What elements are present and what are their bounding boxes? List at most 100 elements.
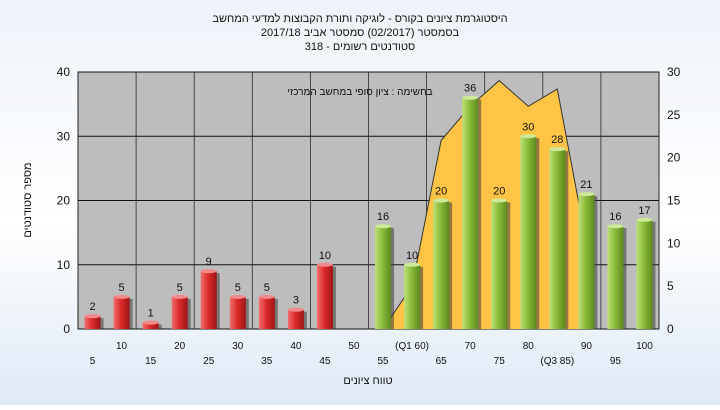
bars (84, 95, 656, 329)
x-tick-label: (Q3 85) (540, 356, 574, 367)
bar-value-label: 3 (293, 295, 299, 307)
x-tick-label: 55 (377, 356, 389, 367)
bar-cap (142, 320, 159, 325)
x-tick-label: 65 (436, 356, 448, 367)
bar-failing (142, 322, 159, 329)
x-axis-ticks: 5 10 15 20 25 30 35 40 45 50 55 (Q1 60) 65 70 75 80 (Q3 … (90, 341, 654, 367)
x-tick-label: 10 (116, 341, 128, 352)
bar-value-label: 17 (638, 205, 650, 217)
bar-passing (607, 226, 624, 329)
bar-passing (375, 226, 392, 329)
area-line (382, 79, 587, 330)
x-tick-label: (Q1 60) (395, 341, 429, 352)
title-line-1: היסטוגרמת ציונים בקורס - לוגיקה ותורת הק… (212, 12, 507, 25)
bar-value-label: 5 (235, 282, 241, 294)
x-tick-label: 25 (203, 356, 215, 367)
left-tick-label: 40 (57, 65, 71, 79)
right-tick-label: 0 (667, 322, 674, 336)
bar-failing (316, 264, 333, 329)
bar-cap (636, 217, 653, 222)
bar-failing (113, 296, 130, 329)
bar-value-label: 9 (206, 256, 212, 268)
x-tick-label: 70 (465, 341, 477, 352)
x-tick-label: 75 (494, 356, 506, 367)
x-tick-label: 30 (232, 341, 244, 352)
left-tick-label: 10 (57, 258, 71, 272)
bar-cap (84, 314, 101, 319)
title-line-3: סטודנטים רשומים - 318 (305, 41, 416, 53)
bar-value-label: 28 (551, 134, 563, 146)
bar-value-label: 10 (319, 250, 331, 262)
left-tick-label: 20 (57, 194, 71, 208)
x-tick-label: 80 (523, 341, 535, 352)
x-tick-label: 95 (610, 356, 622, 367)
chart-annotation: בחשימה : ציון סופי במחשב המרכזי (287, 87, 432, 98)
bar-cap (433, 198, 450, 203)
right-tick-label: 25 (667, 108, 681, 122)
bar-failing (84, 316, 101, 329)
bar-failing (171, 296, 188, 329)
bar-value-label: 16 (609, 211, 621, 223)
title-line-2: בסמסטר (02/2017) סמסטר אביב 2017/18 (261, 27, 460, 39)
bar-cap (607, 224, 624, 229)
bar-passing (404, 264, 421, 329)
bar-value-label: 20 (493, 186, 505, 198)
bar-cap (229, 294, 246, 299)
bar-cap (287, 307, 304, 312)
right-tick-label: 10 (667, 236, 681, 250)
bar-cap (316, 262, 333, 267)
bar-failing (229, 296, 246, 329)
right-tick-label: 30 (667, 65, 681, 79)
bar-value-label: 10 (406, 250, 418, 262)
bar-value-label: 20 (435, 186, 447, 198)
x-tick-label: 35 (261, 356, 273, 367)
left-axis-ticks: 0 10 20 30 40 (57, 65, 71, 336)
bar-value-label: 1 (148, 308, 154, 320)
bar-value-label: 21 (580, 179, 592, 191)
x-tick-label: 5 (90, 356, 96, 367)
bar-passing (520, 136, 537, 329)
bar-passing (549, 149, 566, 329)
bar-value-label: 16 (377, 211, 389, 223)
bar-cap (462, 95, 479, 100)
bar-value-label: 2 (89, 301, 95, 313)
right-axis-ticks: 0 5 10 15 20 25 30 (667, 65, 681, 336)
bar-failing (258, 296, 275, 329)
x-tick-label: 20 (174, 341, 186, 352)
left-tick-label: 0 (63, 322, 70, 336)
bar-cap (549, 147, 566, 152)
bar-value-label: 5 (264, 282, 270, 294)
x-tick-label: 100 (636, 341, 653, 352)
x-axis-label: טווח ציונים (343, 375, 392, 387)
bar-passing (578, 194, 595, 329)
y-axis-label: מספר סטודנטים (22, 162, 34, 237)
right-tick-label: 15 (667, 194, 681, 208)
bar-cap (113, 294, 130, 299)
bar-cap (171, 294, 188, 299)
chart-title: היסטוגרמת ציונים בקורס - לוגיקה ותורת הק… (212, 12, 507, 53)
bar-cap (491, 198, 508, 203)
bar-passing (433, 200, 450, 329)
bar-cap (520, 134, 537, 139)
bar-cap (404, 262, 421, 267)
bar-value-labels: 2 5 1 5 9 5 5 3 10 16 10 20 36 20 30 28 21 16 17 (89, 83, 650, 320)
x-tick-label: 45 (319, 356, 331, 367)
bar-cap (258, 294, 275, 299)
bar-value-label: 36 (464, 83, 476, 95)
bar-passing (462, 97, 479, 329)
bar-value-label: 5 (119, 282, 125, 294)
x-tick-label: 50 (348, 341, 360, 352)
bar-cap (200, 269, 217, 274)
bar-value-label: 5 (177, 282, 183, 294)
left-tick-label: 30 (57, 129, 71, 143)
bar-value-label: 30 (522, 121, 534, 133)
bar-passing (491, 200, 508, 329)
x-tick-label: 90 (581, 341, 593, 352)
x-tick-label: 15 (145, 356, 157, 367)
bar-cap (578, 192, 595, 197)
right-tick-label: 5 (667, 279, 674, 293)
bar-cap (375, 224, 392, 229)
bar-failing (200, 271, 217, 329)
